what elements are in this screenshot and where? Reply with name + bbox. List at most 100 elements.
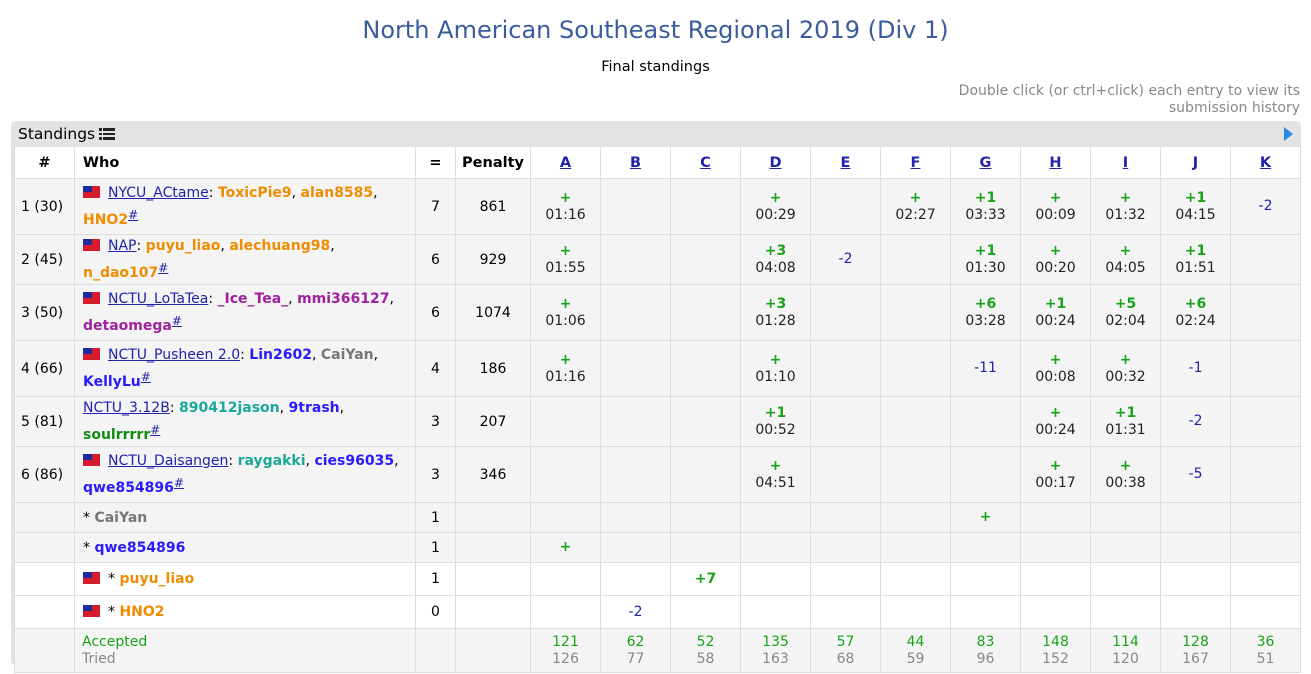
result-cell[interactable]: +01:10	[740, 340, 811, 397]
result-cell[interactable]: +00:08	[1020, 340, 1091, 397]
result-cell[interactable]	[1020, 502, 1091, 533]
result-cell[interactable]	[740, 595, 811, 629]
table-row[interactable]: 6 (86) NCTU_Daisangen: raygakki, cies9603…	[14, 446, 1301, 503]
team-who[interactable]: NYCU_ACtame: ToxicPie9, alan8585, HNO2#	[74, 178, 416, 235]
problem-link-b[interactable]: B	[629, 154, 642, 171]
result-cell[interactable]	[880, 446, 951, 503]
result-cell[interactable]	[810, 284, 881, 341]
table-row[interactable]: * CaiYan 1 +	[14, 502, 1301, 533]
table-row[interactable]: 1 (30) NYCU_ACtame: ToxicPie9, alan8585, …	[14, 178, 1301, 235]
result-cell[interactable]	[880, 284, 951, 341]
team-name-link[interactable]: NAP	[108, 238, 137, 254]
problem-link-h[interactable]: H	[1049, 154, 1062, 171]
result-cell[interactable]	[530, 446, 601, 503]
result-cell[interactable]	[810, 340, 881, 397]
result-cell[interactable]: -2	[1160, 396, 1231, 447]
result-cell[interactable]	[810, 502, 881, 533]
table-row[interactable]: 5 (81) NCTU_3.12B: 890412jason, 9trash, s…	[14, 396, 1301, 447]
team-who[interactable]: * qwe854896	[74, 532, 416, 563]
result-cell[interactable]: +01:06	[530, 284, 601, 341]
result-cell[interactable]	[1160, 502, 1231, 533]
result-cell[interactable]	[670, 340, 741, 397]
result-cell[interactable]	[810, 178, 881, 235]
result-cell[interactable]	[670, 396, 741, 447]
history-link[interactable]: #	[158, 261, 169, 275]
result-cell[interactable]	[810, 532, 881, 563]
result-cell[interactable]	[1230, 340, 1301, 397]
result-cell[interactable]	[810, 562, 881, 596]
result-cell[interactable]	[670, 178, 741, 235]
result-cell[interactable]	[530, 562, 601, 596]
result-cell[interactable]	[670, 595, 741, 629]
result-cell[interactable]	[880, 562, 951, 596]
result-cell[interactable]	[600, 284, 671, 341]
result-cell[interactable]	[950, 532, 1021, 563]
result-cell[interactable]	[600, 446, 671, 503]
table-row[interactable]: * puyu_liao 1 +7	[14, 562, 1301, 596]
team-name-link[interactable]: NCTU_3.12B	[83, 400, 170, 416]
team-name-link[interactable]: NCTU_LoTaTea	[108, 291, 209, 307]
result-cell[interactable]: +1 00:24	[1020, 284, 1091, 341]
result-cell[interactable]	[670, 502, 741, 533]
result-cell[interactable]	[950, 446, 1021, 503]
result-cell[interactable]	[1230, 396, 1301, 447]
result-cell[interactable]	[530, 396, 601, 447]
team-name-link[interactable]: NCTU_Pusheen 2.0	[108, 347, 241, 363]
table-row[interactable]: 4 (66) NCTU_Pusheen 2.0: Lin2602, CaiYan,…	[14, 340, 1301, 397]
result-cell[interactable]	[810, 396, 881, 447]
result-cell[interactable]: -2	[810, 234, 881, 285]
result-cell[interactable]	[1020, 532, 1091, 563]
result-cell[interactable]	[740, 502, 811, 533]
result-cell[interactable]	[600, 340, 671, 397]
team-who[interactable]: NCTU_Pusheen 2.0: Lin2602, CaiYan, Kelly…	[74, 340, 416, 397]
result-cell[interactable]: +3 01:28	[740, 284, 811, 341]
result-cell[interactable]: +7	[670, 562, 741, 596]
result-cell[interactable]	[1160, 595, 1231, 629]
result-cell[interactable]: +1 01:51	[1160, 234, 1231, 285]
result-cell[interactable]: +1 04:15	[1160, 178, 1231, 235]
team-name-link[interactable]: NYCU_ACtame	[108, 185, 209, 201]
result-cell[interactable]	[810, 595, 881, 629]
result-cell[interactable]	[950, 396, 1021, 447]
problem-link-a[interactable]: A	[559, 154, 572, 171]
result-cell[interactable]	[880, 502, 951, 533]
team-who[interactable]: * puyu_liao	[74, 562, 416, 596]
problem-link-i[interactable]: I	[1122, 154, 1129, 171]
result-cell[interactable]	[600, 562, 671, 596]
history-link[interactable]: #	[140, 370, 151, 384]
result-cell[interactable]: +01:32	[1090, 178, 1161, 235]
result-cell[interactable]: +3 04:08	[740, 234, 811, 285]
result-cell[interactable]: +04:51	[740, 446, 811, 503]
history-link[interactable]: #	[171, 314, 182, 328]
result-cell[interactable]	[1230, 284, 1301, 341]
team-who[interactable]: NAP: puyu_liao, alechuang98, n_dao107#	[74, 234, 416, 285]
table-row[interactable]: 2 (45) NAP: puyu_liao, alechuang98, n_dao…	[14, 234, 1301, 285]
result-cell[interactable]: +5 02:04	[1090, 284, 1161, 341]
result-cell[interactable]	[950, 562, 1021, 596]
result-cell[interactable]	[1020, 562, 1091, 596]
result-cell[interactable]	[1090, 502, 1161, 533]
result-cell[interactable]	[600, 178, 671, 235]
result-cell[interactable]: +00:24	[1020, 396, 1091, 447]
result-cell[interactable]: +	[530, 532, 601, 563]
result-cell[interactable]	[670, 532, 741, 563]
result-cell[interactable]: +02:27	[880, 178, 951, 235]
problem-link-d[interactable]: D	[769, 154, 782, 171]
result-cell[interactable]	[1020, 595, 1091, 629]
team-who[interactable]: NCTU_Daisangen: raygakki, cies96035, qwe…	[74, 446, 416, 503]
result-cell[interactable]: +	[950, 502, 1021, 533]
result-cell[interactable]: -2	[1230, 178, 1301, 235]
result-cell[interactable]: -5	[1160, 446, 1231, 503]
team-who[interactable]: NCTU_LoTaTea: _Ice_Tea_, mmi366127, deta…	[74, 284, 416, 341]
list-icon[interactable]	[99, 128, 116, 140]
result-cell[interactable]: +00:32	[1090, 340, 1161, 397]
result-cell[interactable]	[810, 446, 881, 503]
result-cell[interactable]	[600, 532, 671, 563]
history-link[interactable]: #	[150, 423, 161, 437]
result-cell[interactable]	[1160, 532, 1231, 563]
result-cell[interactable]	[880, 396, 951, 447]
result-cell[interactable]: +01:55	[530, 234, 601, 285]
result-cell[interactable]: +1 03:33	[950, 178, 1021, 235]
result-cell[interactable]: +1 01:30	[950, 234, 1021, 285]
result-cell[interactable]	[1230, 502, 1301, 533]
